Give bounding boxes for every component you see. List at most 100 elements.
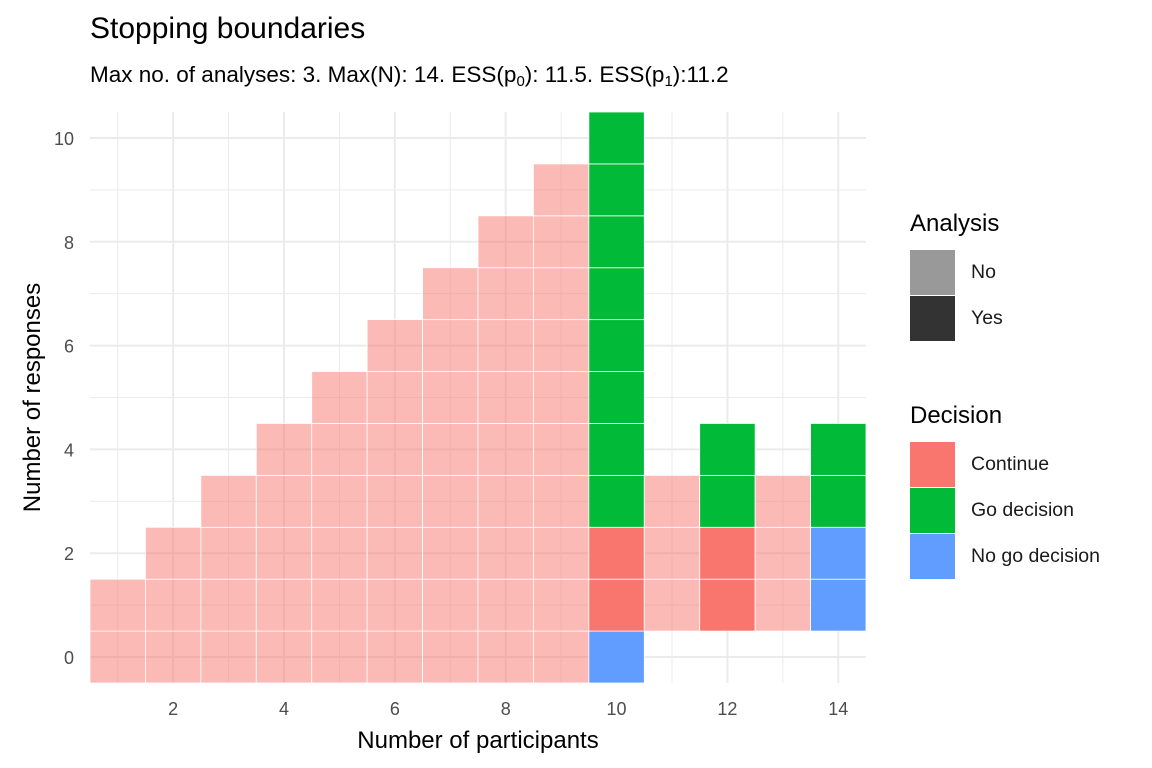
tile [754, 474, 811, 528]
legend-analysis-item-yes: Yes [910, 295, 1003, 341]
x-tick-label: 14 [828, 699, 848, 719]
legend-key-no [910, 249, 955, 295]
legend-analysis: Analysis No Yes [910, 209, 1003, 341]
y-tick-label: 4 [64, 440, 74, 460]
tile [422, 319, 479, 372]
tile [366, 526, 423, 580]
tile [533, 578, 590, 632]
legend-label-yes: Yes [971, 306, 1003, 329]
tile [810, 578, 867, 632]
x-tick-label: 4 [279, 699, 289, 719]
tile [533, 267, 590, 321]
chart-subtitle: Max no. of analyses: 3. Max(N): 14. ESS(… [90, 62, 729, 90]
tile [422, 371, 479, 424]
tile [366, 578, 423, 632]
subtitle-sub0: 0 [516, 73, 525, 90]
tile [754, 578, 811, 632]
x-tick-label: 10 [607, 699, 627, 719]
tile [89, 630, 146, 684]
tile [366, 423, 423, 476]
tile [422, 526, 479, 580]
tile [422, 267, 479, 321]
tile [477, 526, 534, 580]
tile [588, 215, 645, 269]
y-tick-label: 0 [64, 648, 74, 668]
tile [200, 474, 257, 528]
legend-label-go: Go decision [971, 498, 1074, 521]
subtitle-prefix: Max no. of analyses: 3. Max(N): 14. ESS(… [90, 62, 517, 87]
tile [477, 319, 534, 372]
tile [477, 630, 534, 684]
legend-key-go [910, 487, 955, 533]
legend-analysis-title: Analysis [910, 210, 1000, 237]
tile [477, 371, 534, 424]
y-tick-label: 6 [64, 337, 74, 357]
tile [89, 578, 146, 632]
tile [699, 423, 756, 476]
tile [533, 474, 590, 528]
tile [533, 526, 590, 580]
tile [533, 163, 590, 217]
tile [311, 474, 368, 528]
tile [366, 630, 423, 684]
legend-decision-item-continue: Continue [910, 441, 1100, 487]
tile [200, 526, 257, 580]
tile [533, 319, 590, 372]
subtitle-mid: ): 11.5. ESS(p [524, 62, 665, 87]
tile [145, 630, 202, 684]
tile [699, 474, 756, 528]
tile [422, 474, 479, 528]
tile [533, 423, 590, 476]
legend-decision-item-no-go: No go decision [910, 533, 1100, 579]
x-tick-label: 6 [390, 699, 400, 719]
chart-title: Stopping boundaries [90, 12, 366, 45]
y-tick-label: 10 [54, 129, 74, 149]
tile [477, 474, 534, 528]
tile [311, 526, 368, 580]
tile [477, 578, 534, 632]
y-tick-label: 2 [64, 544, 74, 564]
tile [477, 267, 534, 321]
x-tick-label: 2 [168, 699, 178, 719]
tile [422, 630, 479, 684]
legend-analysis-item-no: No [910, 249, 1003, 295]
tile [588, 474, 645, 528]
legend-key-no-go [910, 533, 955, 579]
tile [533, 630, 590, 684]
tile [145, 526, 202, 580]
tile [643, 578, 701, 632]
legend-key-continue [910, 441, 955, 487]
x-tick-label: 8 [501, 699, 511, 719]
x-axis-title: Number of participants [357, 727, 598, 754]
tile [588, 111, 645, 165]
tile [533, 371, 590, 424]
tile [643, 526, 701, 580]
tile [311, 371, 368, 424]
tile [588, 319, 645, 372]
tile [255, 578, 313, 632]
tile [588, 578, 645, 632]
tile [477, 215, 534, 269]
legend-decision-title: Decision [910, 402, 1003, 429]
tile [699, 526, 756, 580]
tile [255, 526, 313, 580]
tile [366, 371, 423, 424]
legend-decision: Decision Continue Go decision No go deci… [910, 401, 1100, 579]
tile [810, 526, 867, 580]
tile [588, 371, 645, 424]
subtitle-sub1: 1 [664, 73, 673, 90]
tile [810, 423, 867, 476]
tile [422, 423, 479, 476]
tile [643, 474, 701, 528]
tile [533, 215, 590, 269]
tile [588, 526, 645, 580]
tile [477, 423, 534, 476]
y-tick-label: 8 [64, 233, 74, 253]
tile [810, 474, 867, 528]
tile [366, 474, 423, 528]
legend-label-no-go: No go decision [971, 544, 1100, 567]
tile [588, 423, 645, 476]
subtitle-suffix: ):11.2 [672, 62, 729, 87]
tile [422, 578, 479, 632]
